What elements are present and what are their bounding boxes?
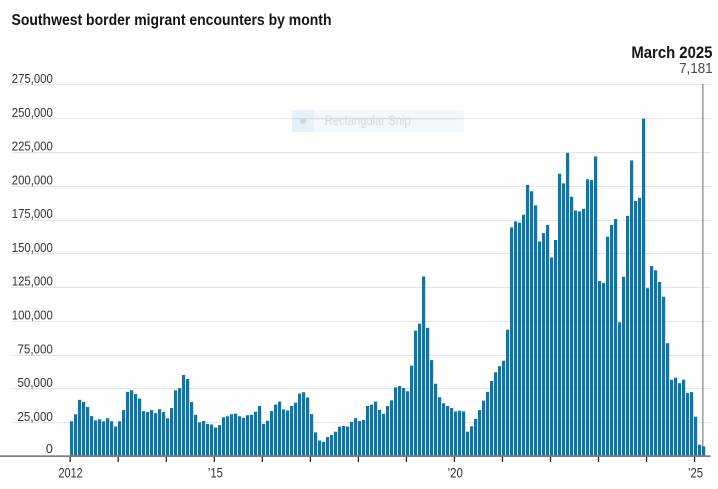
svg-text:’15: ’15 [208,466,223,481]
svg-text:150,000: 150,000 [12,241,53,255]
svg-text:200,000: 200,000 [12,173,53,187]
svg-text:0: 0 [46,442,53,456]
svg-text:100,000: 100,000 [12,308,53,322]
svg-text:275,000: 275,000 [12,72,53,86]
svg-text:50,000: 50,000 [18,376,53,390]
svg-text:225,000: 225,000 [12,140,53,154]
svg-text:7,181: 7,181 [679,61,713,77]
svg-text:March 2025: March 2025 [631,43,712,62]
svg-text:250,000: 250,000 [12,106,53,120]
svg-text:’20: ’20 [448,466,463,481]
svg-text:125,000: 125,000 [12,275,53,289]
svg-text:Southwest border migrant encou: Southwest border migrant encounters by m… [12,12,332,29]
svg-text:75,000: 75,000 [18,342,53,356]
svg-text:25,000: 25,000 [18,410,53,424]
svg-text:Rectangular Snip: Rectangular Snip [325,113,411,128]
svg-text:2012: 2012 [59,466,83,481]
svg-text:’25: ’25 [688,466,703,481]
svg-text:175,000: 175,000 [12,207,53,221]
